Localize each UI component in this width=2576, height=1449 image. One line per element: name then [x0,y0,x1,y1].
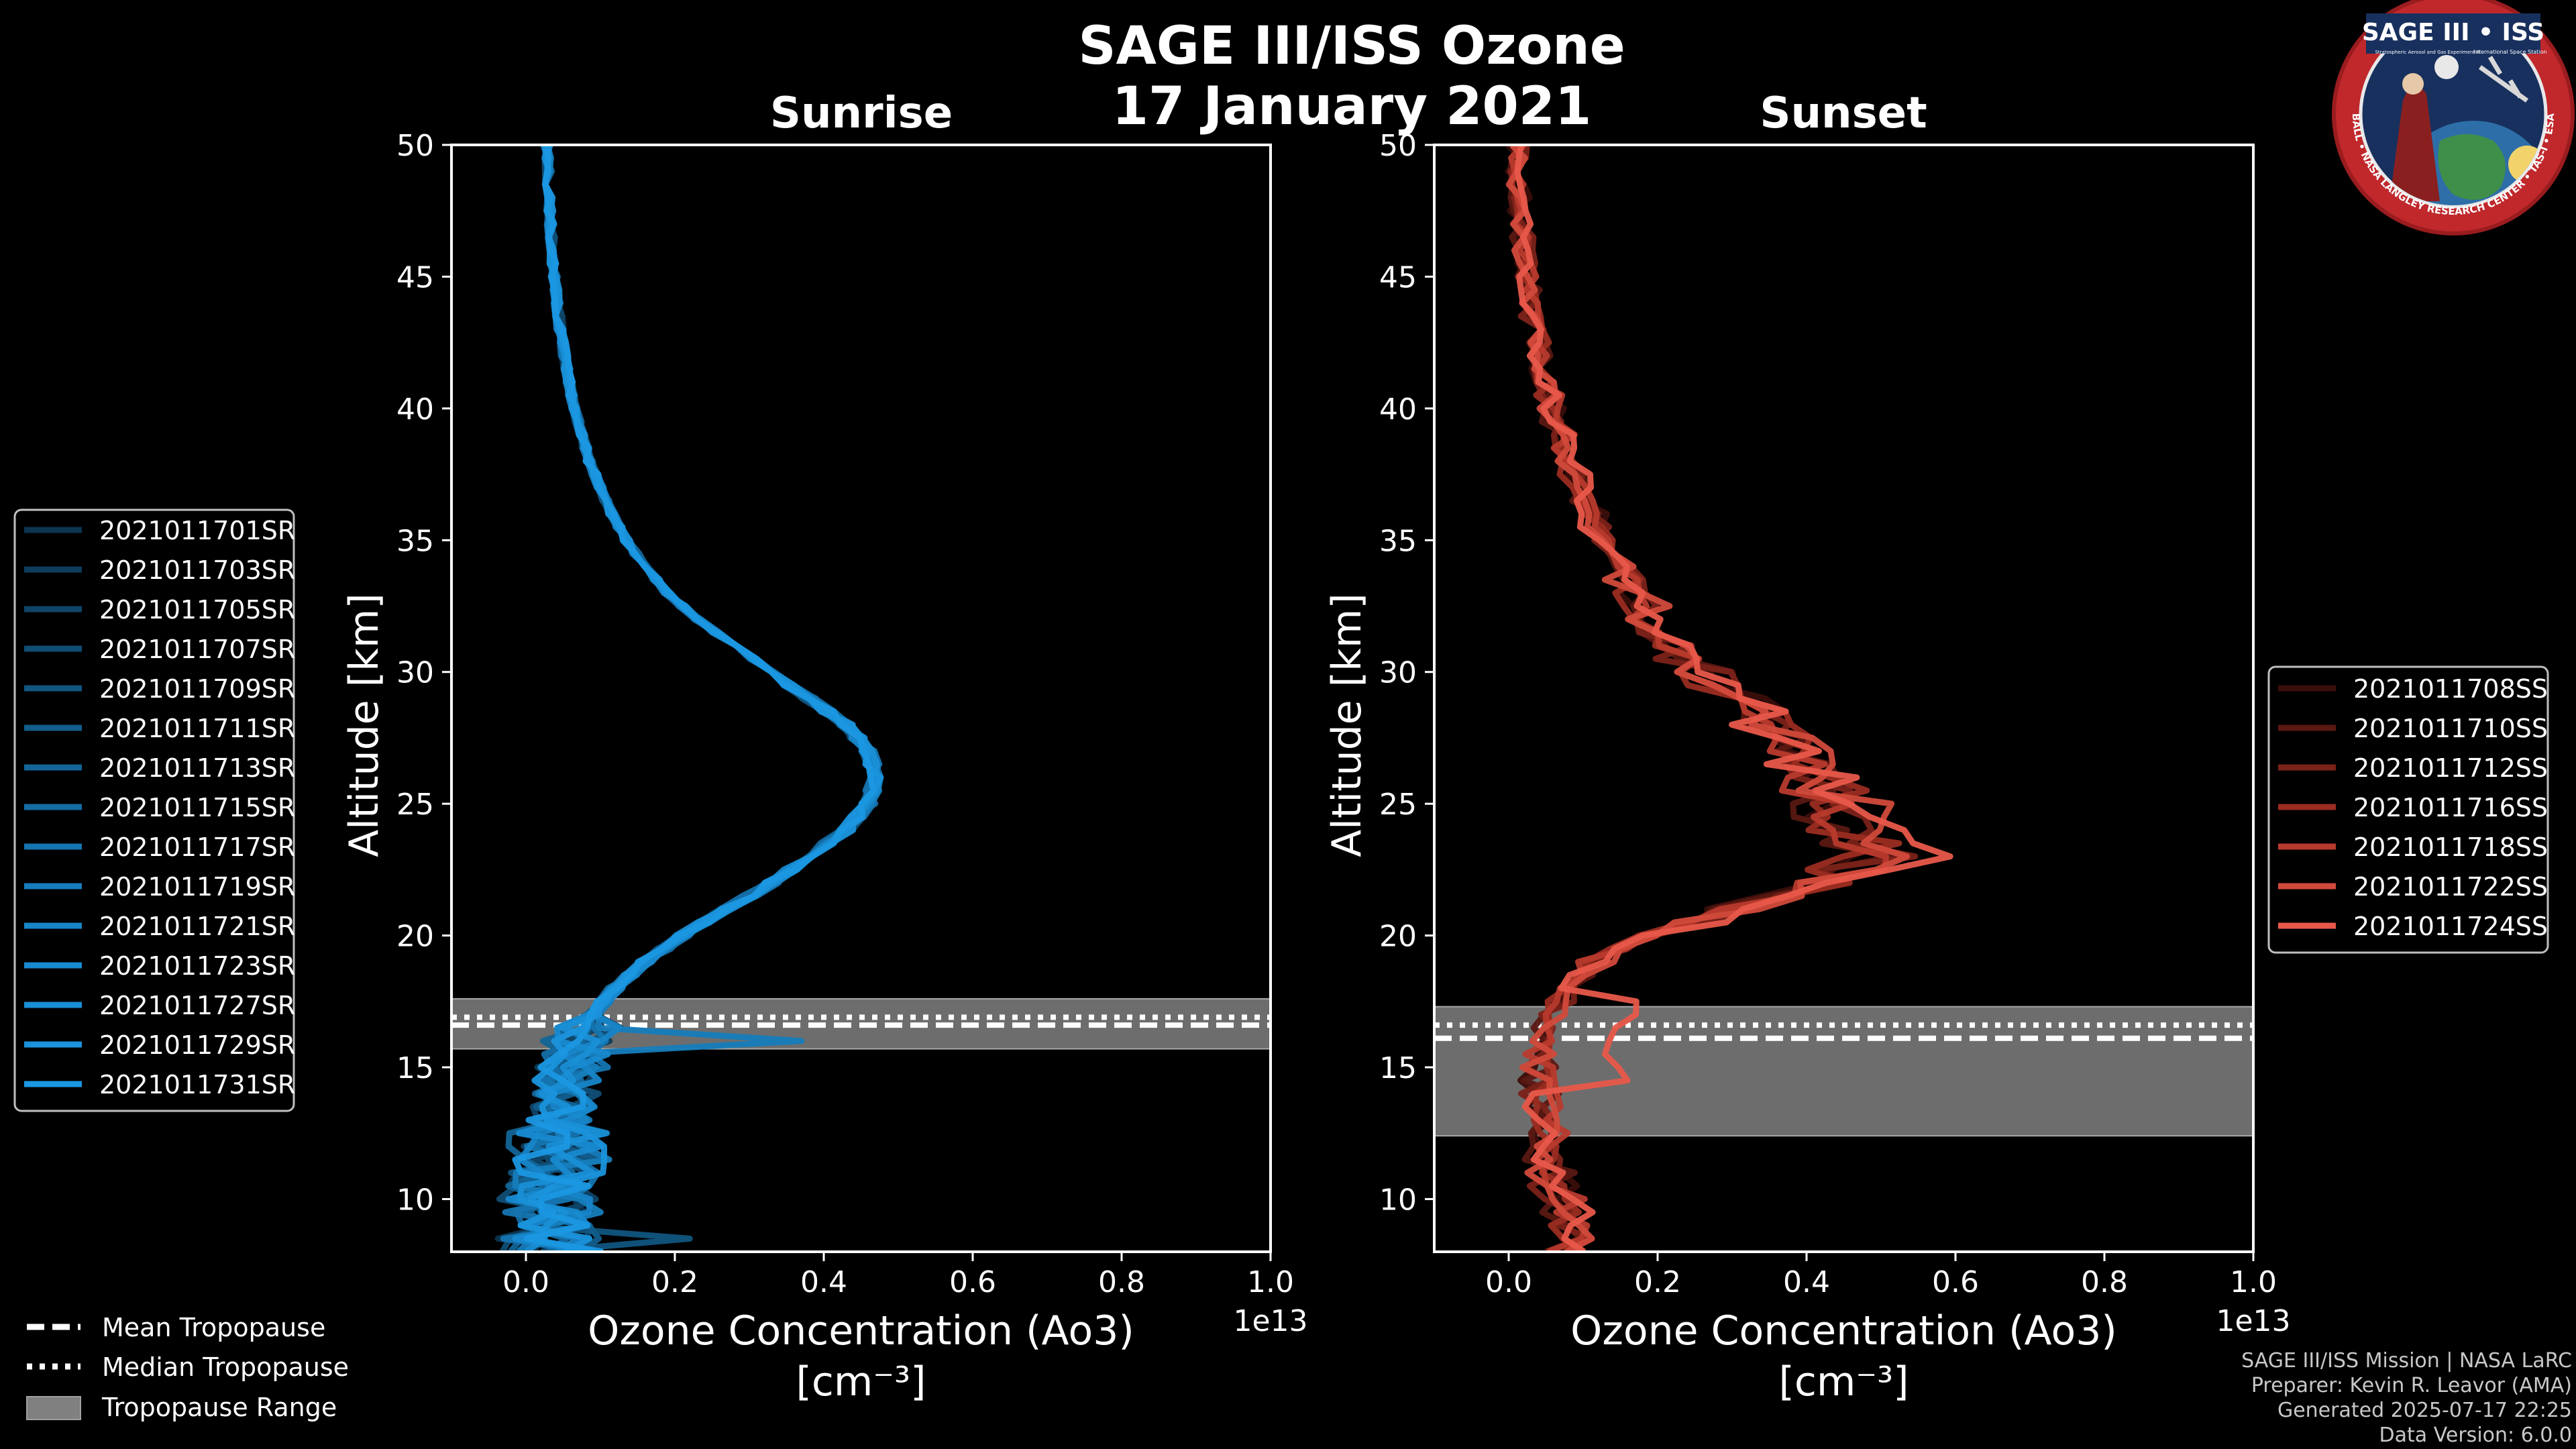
sunset-panel: 0.0 0.2 0.4 0.6 0.8 1.0 10 15 20 25 30 35 40 45 50 1e13… [1324,129,2291,1405]
sunrise-legend-label: 2021011729SR [99,1030,295,1060]
credit-data-version: Data Version: 6.0.0 [2379,1424,2572,1447]
astronomer-head [2402,73,2424,95]
sunrise-y-tick-label: 50 [396,129,434,163]
sunset-profile-2021011724SS [1514,145,1953,1252]
credits: SAGE III/ISS Mission | NASA LaRC Prepare… [2241,1349,2572,1447]
sunrise-legend: 2021011701SR 2021011703SR 2021011705SR 2021… [13,508,295,1112]
sunrise-x-offset-label: 1e13 [1233,1304,1307,1338]
sunset-y-tick-label: 20 [1379,920,1417,954]
tropopause-range-swatch [26,1396,81,1420]
sunset-x-axis-units: [cm⁻³] [1779,1358,1909,1405]
sunset-x-axis-label: Ozone Concentration (Ao3) [1570,1307,2117,1354]
logo-subtitle-right: International Space Station [2474,49,2547,55]
sunset-x-tick-label: 0.2 [1634,1265,1681,1299]
sunrise-legend-label: 2021011717SR [99,833,295,862]
sunset-legend-label: 2021011708SS [2353,674,2548,704]
tropopause-legend: Mean Tropopause Median Tropopause Tropop… [26,1313,349,1422]
sunset-legend-label: 2021011718SS [2353,833,2548,862]
sunrise-legend-frame [13,508,295,1112]
sunset-x-offset-label: 1e13 [2216,1304,2290,1338]
sunrise-y-tick-label: 30 [396,656,434,690]
median-tropopause-label: Median Tropopause [102,1352,349,1382]
sunset-x-tick-label: 0.6 [1932,1265,1979,1299]
sunrise-legend-label: 2021011701SR [99,516,295,545]
logo-title-banner [2366,13,2540,54]
sunrise-legend-label: 2021011713SR [99,753,295,783]
credit-generated: Generated 2025-07-17 22:25 [2277,1399,2572,1422]
sunset-legend-label: 2021011712SS [2353,753,2548,783]
sunrise-x-tick-label: 0.4 [800,1265,847,1299]
logo-subtitle-left: Stratospheric Aerosol and Gas Experiment… [2375,50,2480,55]
sunset-legend: 2021011708SS 2021011710SS 2021011712SS 2021… [2267,665,2549,954]
sunset-legend-label: 2021011716SS [2353,793,2548,822]
sunrise-x-tick-label: 0.8 [1098,1265,1145,1299]
sage-iii-iss-mission-logo: SAGE III • ISS Stratospheric Aerosol and… [2332,0,2575,235]
sunset-x-tick-label: 0.8 [2081,1265,2128,1299]
sunset-legend-label: 2021011722SS [2353,872,2548,902]
sunset-legend-frame [2267,665,2549,954]
sunset-y-tick-label: 30 [1379,656,1417,690]
continent-shape [2438,134,2506,200]
sunrise-profile-2021011731SR [512,145,877,1252]
sunrise-legend-label: 2021011721SR [99,912,295,941]
logo-title: SAGE III • ISS [2362,19,2544,46]
sunrise-x-axis-label: Ozone Concentration (Ao3) [588,1307,1134,1354]
sunrise-x-tick-label: 0.6 [949,1265,996,1299]
space-station-icon [2478,56,2529,103]
sunrise-legend-label: 2021011731SR [99,1070,295,1099]
mean-tropopause-label: Mean Tropopause [102,1313,325,1342]
sunrise-panel: 0.0 0.2 0.4 0.6 0.8 1.0 10 15 20 25 30 35 40 45 50 1e13… [341,129,1308,1405]
sunrise-legend-label: 2021011727SR [99,991,295,1020]
sunset-y-tick-label: 35 [1379,524,1417,558]
sunrise-x-axis-units: [cm⁻³] [796,1358,926,1405]
sunset-y-tick-label: 50 [1379,129,1417,163]
sunrise-legend-label: 2021011709SR [99,674,295,704]
credit-mission: SAGE III/ISS Mission | NASA LaRC [2241,1349,2572,1373]
sunrise-y-tick-label: 25 [396,788,434,822]
sunrise-panel-title: Sunrise [770,89,953,138]
sunrise-legend-label: 2021011703SR [99,555,295,585]
sunset-legend-label: 2021011710SS [2353,714,2548,743]
sunset-x-tick-label: 0.0 [1485,1265,1532,1299]
sunrise-y-tick-label: 15 [396,1051,434,1085]
sunset-legend-label: 2021011724SS [2353,912,2548,941]
sunset-y-tick-label: 25 [1379,788,1417,822]
sunset-y-axis-label: Altitude [km] [1324,593,1371,857]
sunrise-legend-label: 2021011723SR [99,951,295,981]
sunrise-y-tick-label: 10 [396,1183,434,1217]
sunset-axes-frame [1433,144,2255,1253]
sunrise-x-tick-label: 0.0 [502,1265,549,1299]
sunrise-legend-label: 2021011711SR [99,714,295,743]
sunset-panel-title: Sunset [1760,89,1927,138]
tropopause-range-label: Tropopause Range [101,1393,337,1422]
sunset-x-tick-label: 1.0 [2230,1265,2277,1299]
astronomer-figure [2390,85,2440,201]
sunrise-legend-label: 2021011715SR [99,793,295,822]
sunset-y-tick-label: 15 [1379,1051,1417,1085]
sunrise-legend-label: 2021011705SR [99,595,295,625]
figure-title-line2: 17 January 2021 [1112,76,1592,137]
credit-preparer: Preparer: Kevin R. Leavor (AMA) [2251,1374,2572,1397]
sunrise-y-tick-label: 40 [396,392,434,427]
sunrise-y-tick-label: 20 [396,920,434,954]
sunset-y-tick-label: 40 [1379,392,1417,427]
sunrise-y-axis-label: Altitude [km] [341,593,388,857]
sunrise-y-tick-label: 35 [396,524,434,558]
sunset-y-tick-label: 10 [1379,1183,1417,1217]
sunset-x-tick-label: 0.4 [1783,1265,1830,1299]
sunrise-axes-frame [450,144,1272,1253]
figure-title-line1: SAGE III/ISS Ozone [1078,16,1625,76]
sunrise-legend-label: 2021011707SR [99,635,295,664]
sunset-y-tick-label: 45 [1379,260,1417,294]
sunrise-legend-label: 2021011719SR [99,872,295,902]
sunrise-x-tick-label: 1.0 [1247,1265,1294,1299]
sunset-tropopause-range [1434,1006,2254,1137]
sunrise-x-tick-label: 0.2 [651,1265,698,1299]
moon-icon [2434,55,2459,79]
sunrise-y-tick-label: 45 [396,260,434,294]
